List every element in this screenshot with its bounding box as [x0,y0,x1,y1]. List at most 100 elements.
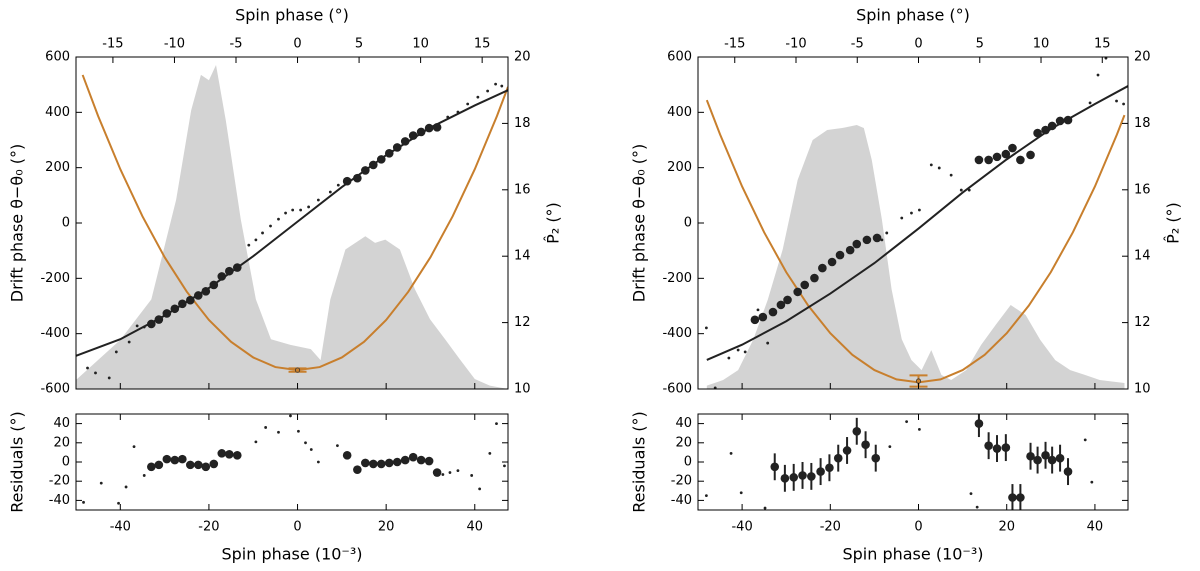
data-point [937,166,941,170]
data-point [770,462,780,472]
y-tick-label: -20 [671,474,692,489]
data-point [316,198,320,202]
data-point [495,422,498,425]
data-point [1041,125,1050,135]
profile-area [76,64,508,389]
data-point [825,463,834,473]
data-point [376,155,386,164]
data-point [1088,101,1092,105]
data-point [361,166,370,175]
y-tick-label: -200 [40,271,70,286]
data-point [209,459,219,469]
data-point [1008,143,1017,153]
data-point [170,304,180,314]
data-point [992,444,1002,453]
data-point [376,459,386,469]
x2-tick-label: 15 [474,37,491,52]
data-point [456,110,460,114]
data-point [798,471,807,480]
data-point [766,341,770,345]
y2-tick-label: 10 [1134,382,1151,397]
data-point [441,473,445,476]
data-point [186,295,195,305]
data-point [392,457,402,467]
data-point [478,487,482,491]
data-point [261,231,264,235]
x2-tick-label: -15 [102,37,123,52]
data-point [905,420,909,424]
x-tick-label: 40 [1087,520,1104,535]
data-point [289,414,292,418]
data-point [789,473,799,482]
data-point [400,455,410,465]
data-point [342,450,352,460]
data-point [807,472,816,481]
y-tick-label: 40 [53,416,70,431]
x2-tick-label: 10 [412,37,429,52]
data-point [1122,102,1125,106]
data-point [162,309,172,318]
data-point [984,441,993,450]
data-point [750,315,760,325]
x2-tick-label: 5 [355,37,363,52]
data-point [1047,121,1057,131]
data-point [758,312,768,322]
data-point [297,429,300,433]
x-tick-label: 40 [466,520,483,535]
data-point [959,188,963,192]
x2-tick-label: -5 [230,37,243,52]
data-point [400,137,410,146]
y-tick-label: 20 [53,435,70,450]
y2-tick-label: 12 [1134,315,1151,330]
data-point [127,340,131,344]
x-tick-label: 0 [293,520,301,535]
data-point [114,350,118,354]
data-point [1016,493,1025,502]
data-point [225,450,234,459]
data-point [309,448,313,451]
data-point [247,243,251,247]
data-point [299,208,303,212]
y2-tick-label: 14 [514,249,531,264]
data-point [476,95,480,99]
y2-tick-label: 18 [1134,116,1151,131]
data-point [793,287,802,297]
y2-tick-label: 16 [514,182,531,197]
data-point [225,266,234,276]
data-point [713,386,717,389]
data-point [193,291,203,300]
data-point [162,454,172,464]
data-point [1096,73,1100,77]
y-axis-label: Residuals (°) [8,411,27,512]
x2-tick-label: 15 [1094,37,1111,52]
data-point [810,273,819,283]
data-point [494,82,497,86]
y-axis-label: Drift phase θ−θ₀ (°) [630,144,649,302]
data-point [217,272,227,281]
data-point [142,325,146,329]
data-point [872,233,882,243]
y-tick-label: 600 [667,50,692,65]
data-point [967,188,971,192]
data-point [929,163,933,167]
data-point [446,115,450,119]
data-point [291,208,295,212]
data-point [974,155,984,165]
data-point [264,426,268,429]
y2-tick-label: 10 [514,382,531,397]
data-point [917,208,921,212]
data-point [842,446,852,455]
data-point [975,505,979,509]
data-point [416,127,426,137]
x2-tick-label: 5 [976,37,984,52]
data-point [871,453,881,463]
data-point [1104,57,1108,60]
data-point [284,211,287,215]
data-point [193,460,203,470]
data-point [154,460,164,470]
data-point [862,235,872,245]
data-point [1090,480,1094,484]
data-point [1001,443,1011,452]
data-point [336,444,339,448]
